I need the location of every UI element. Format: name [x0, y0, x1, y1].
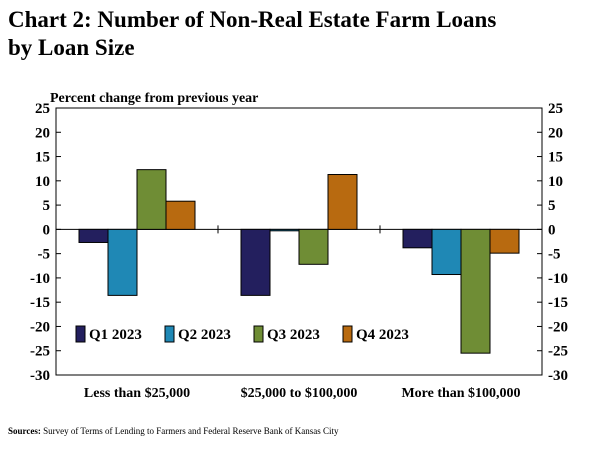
bar-q2-2023 — [269, 228, 300, 232]
y-tick-label-right: -20 — [548, 319, 568, 335]
y-tick-label-right: 10 — [548, 174, 563, 190]
plot-frame — [55, 107, 543, 376]
y-tick-label-left: 25 — [35, 101, 50, 117]
legend-swatch — [75, 325, 86, 343]
legend-swatch — [342, 325, 353, 343]
bar-q4-2023 — [327, 174, 358, 230]
y-tick-label-right: 5 — [548, 198, 556, 214]
sources-text: Survey of Terms of Lending to Farmers an… — [43, 426, 339, 436]
chart-labels: 25 25 20 20 15 15 10 10 5 5 0 0 -5 -5 -10 -10 -15 -15 -20 -… — [30, 91, 568, 401]
y-tick-label-left: -5 — [38, 247, 51, 263]
y-tick-label-left: -15 — [30, 295, 50, 311]
y-tick-label-left: -10 — [30, 271, 50, 287]
x-category-label: Less than $25,000 — [84, 386, 190, 401]
chart-bars — [78, 169, 520, 354]
chart-legend: Q1 2023 Q2 2023 Q3 2023 Q4 2023 — [75, 325, 409, 343]
sources-label: Sources: — [8, 426, 41, 436]
y-tick-label-right: -5 — [548, 247, 561, 263]
y-tick-label-left: 15 — [35, 150, 50, 166]
legend-label: Q2 2023 — [178, 327, 231, 343]
y-tick-label-left: 5 — [43, 198, 51, 214]
bar-chart: 25 25 20 20 15 15 10 10 5 5 0 0 -5 -5 -10 -10 -15 -15 -20 -… — [30, 91, 568, 401]
bar-q3-2023 — [136, 169, 167, 230]
bar-q1-2023 — [78, 228, 109, 243]
y-tick-label-left: -30 — [30, 368, 50, 384]
chart-title-line-2: by Loan Size — [8, 35, 135, 60]
x-category-label: $25,000 to $100,000 — [241, 386, 358, 401]
legend-swatch — [253, 325, 264, 343]
legend-label: Q3 2023 — [267, 327, 320, 343]
bar-q4-2023 — [165, 200, 196, 230]
y-tick-label-left: 0 — [43, 222, 51, 238]
y-tick-label-left: 20 — [35, 125, 50, 141]
chart-title: Chart 2: Number of Non-Real Estate Farm … — [8, 6, 588, 62]
sources-note: Sources: Survey of Terms of Lending to F… — [8, 426, 338, 436]
y-tick-label-right: -30 — [548, 368, 568, 384]
x-category-label: More than $100,000 — [401, 386, 520, 401]
bar-q3-2023 — [298, 228, 329, 265]
bar-q1-2023 — [402, 228, 433, 249]
bar-q4-2023 — [489, 228, 520, 254]
y-tick-label-left: 10 — [35, 174, 50, 190]
y-tick-label-right: 20 — [548, 125, 563, 141]
bar-q1-2023 — [240, 228, 271, 296]
y-tick-label-right: -10 — [548, 271, 568, 287]
y-tick-label-left: -25 — [30, 344, 50, 360]
chart-title-line-1: Chart 2: Number of Non-Real Estate Farm … — [8, 7, 497, 32]
y-tick-label-right: 25 — [548, 101, 563, 117]
legend-swatch — [164, 325, 175, 343]
legend-label: Q4 2023 — [356, 327, 409, 343]
y-tick-label-right: 15 — [548, 150, 563, 166]
bar-q2-2023 — [107, 228, 138, 296]
bar-q2-2023 — [431, 228, 462, 276]
bar-q3-2023 — [460, 228, 491, 354]
legend-label: Q1 2023 — [89, 327, 142, 343]
y-tick-label-right: 0 — [548, 222, 556, 238]
y-tick-label-right: -15 — [548, 295, 568, 311]
y-tick-label-left: -20 — [30, 319, 50, 335]
y-tick-label-right: -25 — [548, 344, 568, 360]
y-axis-label: Percent change from previous year — [50, 91, 258, 106]
